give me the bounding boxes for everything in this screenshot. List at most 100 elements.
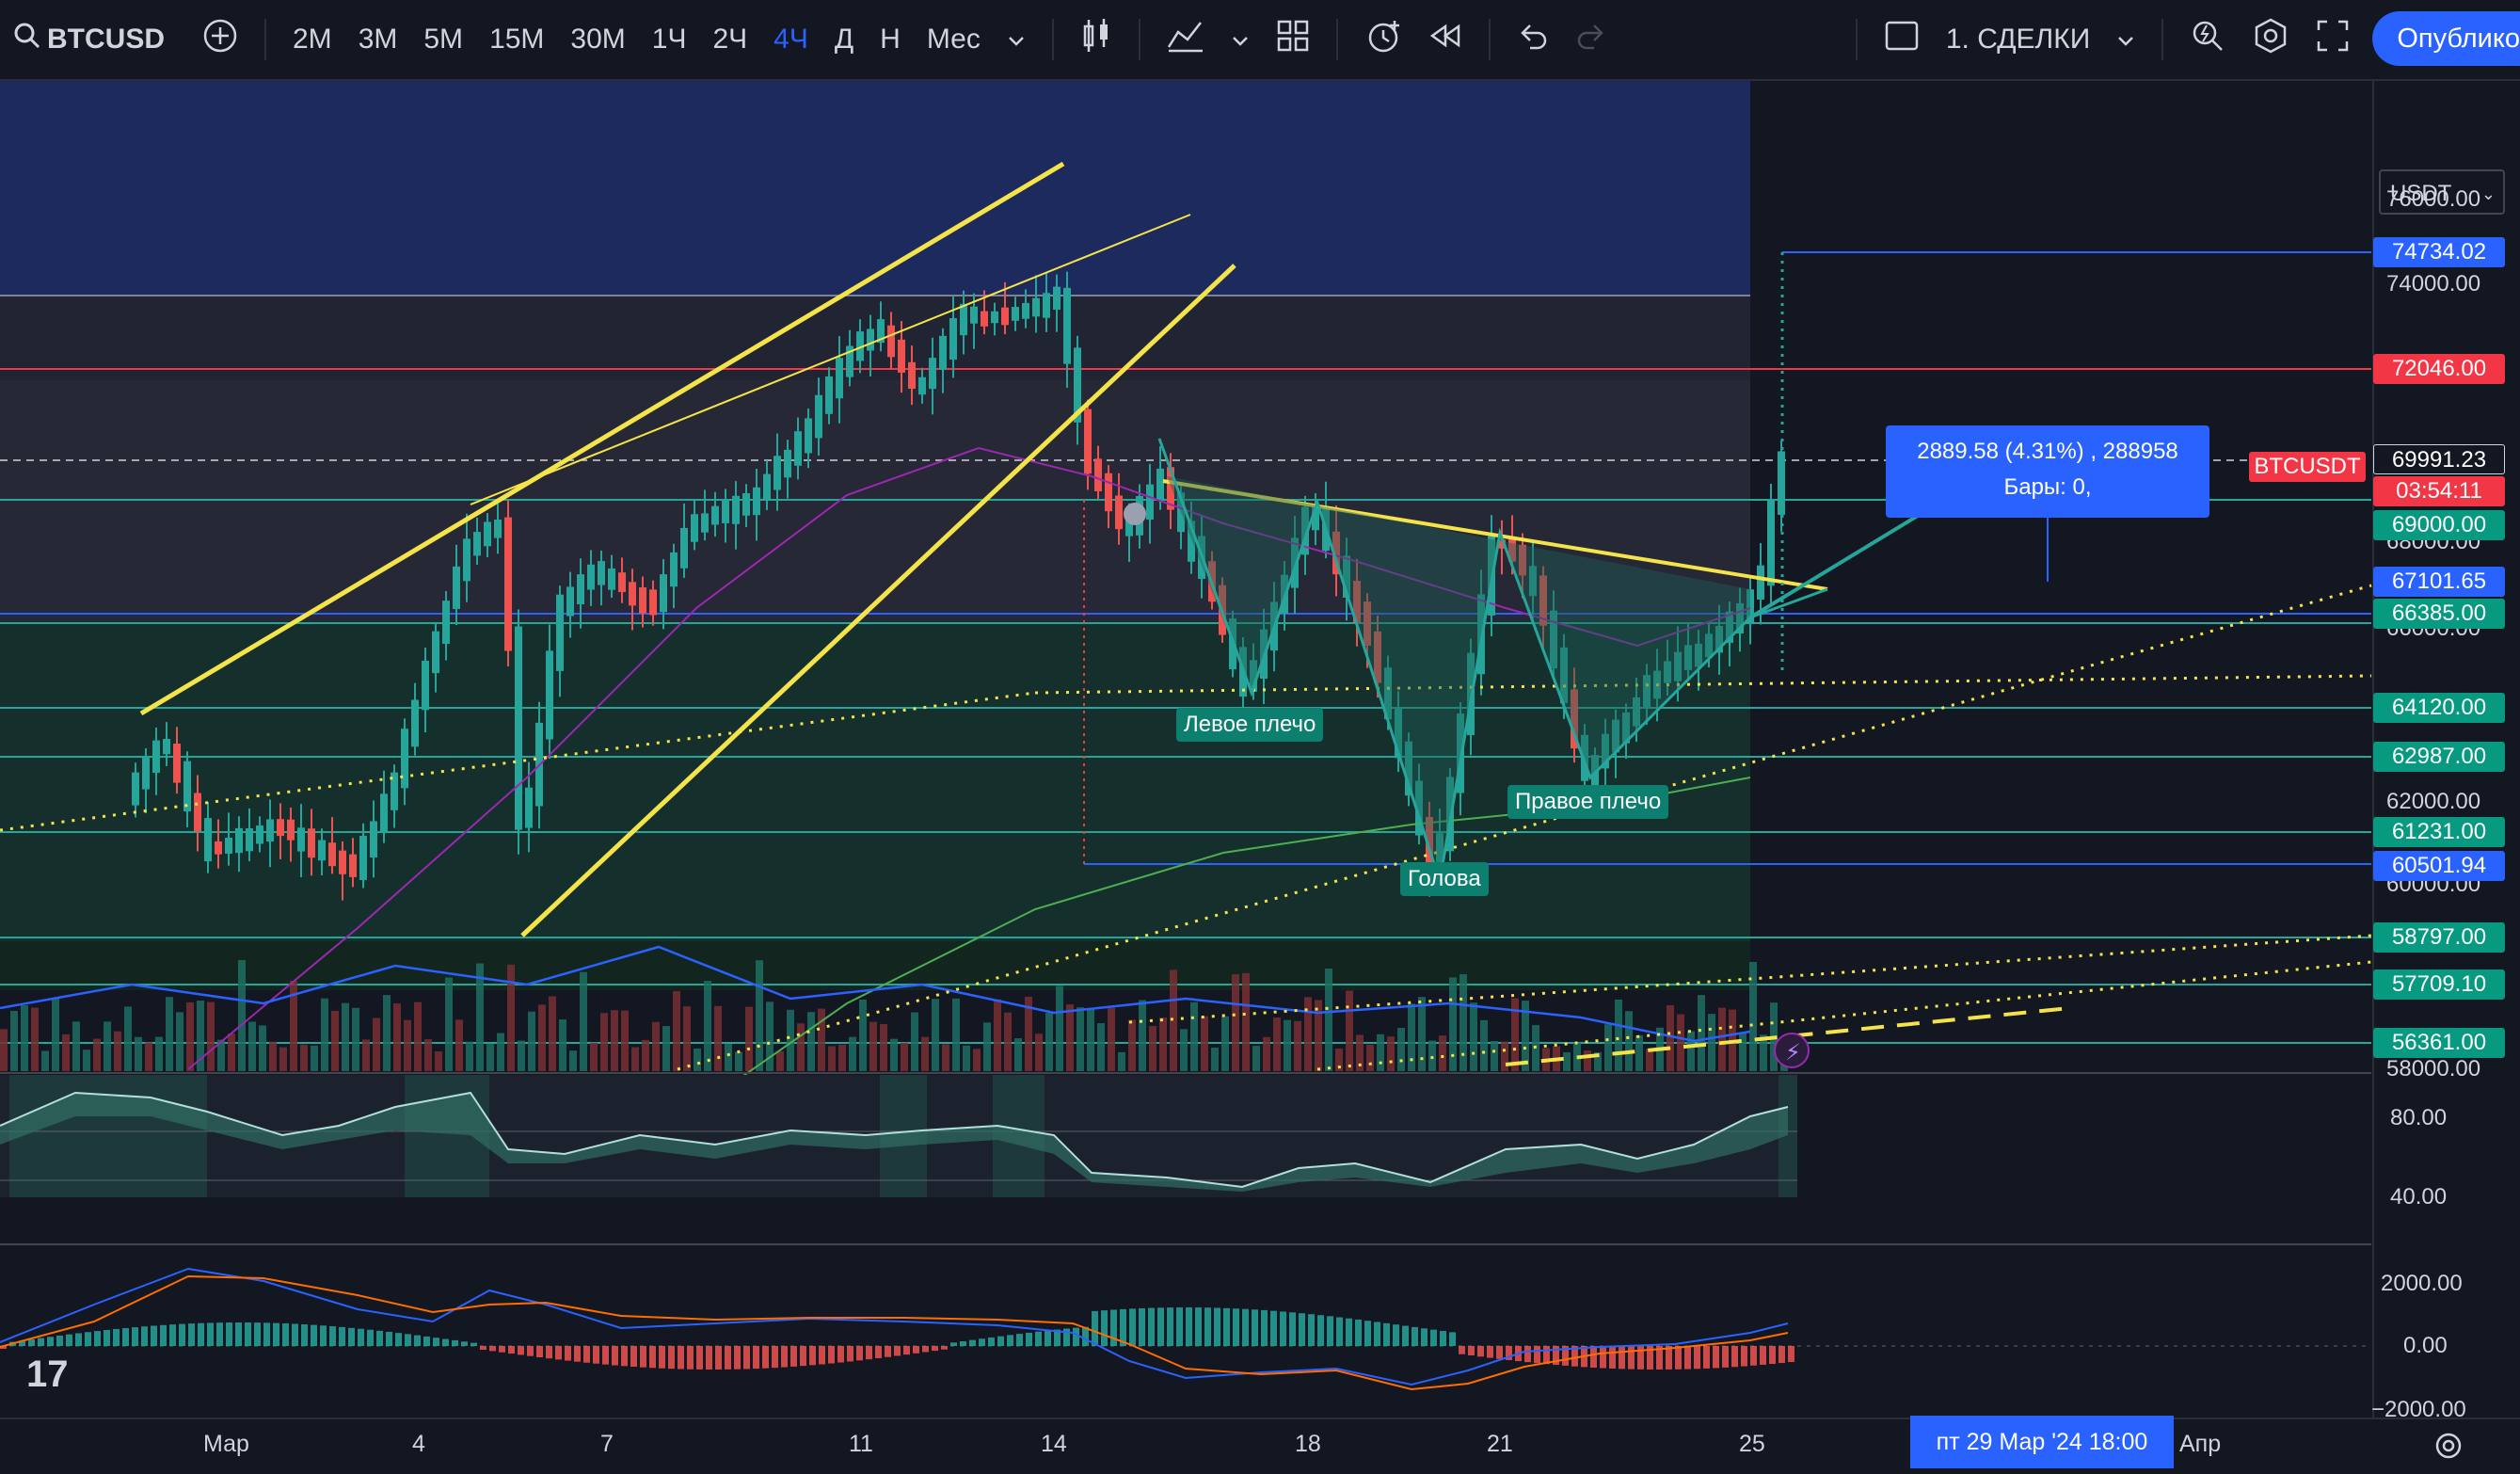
price-tick: 74000.00 [2386, 271, 2481, 296]
zone-green-bottom [0, 941, 1750, 990]
macd-bar [395, 1333, 402, 1346]
volume-bar [72, 1021, 80, 1071]
candle [639, 587, 646, 614]
volume-bar [1387, 1036, 1395, 1071]
macd-bar [1346, 1318, 1352, 1346]
volume-bar [1221, 1016, 1229, 1071]
neckline [1162, 479, 1828, 591]
clock-icon[interactable] [1124, 503, 1146, 525]
timeframe-month[interactable]: Мес [926, 24, 981, 55]
macd-bar [132, 1327, 138, 1346]
candles-icon[interactable] [1080, 17, 1112, 62]
volume-bar [952, 998, 960, 1071]
volume-bar [611, 1010, 618, 1071]
timeframe-15m[interactable]: 15M [489, 24, 545, 55]
chevron-down-icon[interactable] [2116, 24, 2135, 56]
candle [1529, 566, 1537, 597]
right-shoulder-label: Правое плечо [1507, 785, 1669, 819]
macd-bar [489, 1346, 496, 1352]
symbol-search[interactable]: BTCUSD [13, 22, 165, 57]
replay-icon[interactable] [1428, 22, 1462, 57]
volume-bar [145, 1042, 152, 1071]
chart-canvas[interactable]: ⚡ [0, 81, 2520, 1418]
volume-bar [714, 1005, 722, 1071]
timeframe-week[interactable]: Н [880, 24, 901, 55]
macd-bar [772, 1346, 778, 1369]
time-axis[interactable]: Мар 4 7 11 14 18 21 25 Апр [0, 1418, 2520, 1474]
timeframe-30m[interactable]: 30M [570, 24, 626, 55]
lightning-icon[interactable] [1774, 1033, 1810, 1068]
fullscreen-icon[interactable] [2316, 19, 2350, 60]
candle [173, 744, 181, 783]
timeframe-1h[interactable]: 1Ч [651, 24, 687, 55]
candle [846, 345, 853, 377]
volume-bar [1159, 1017, 1167, 1071]
timeframe-3m[interactable]: 3M [358, 24, 398, 55]
volume-bar [973, 1049, 981, 1071]
publish-button[interactable]: Опублико [2372, 11, 2520, 66]
channel-mid [470, 214, 1191, 505]
timeframe-2m[interactable]: 2M [293, 24, 332, 55]
macd-bar [122, 1328, 129, 1346]
chart-area[interactable]: ⚡ USDT ⌄ 76000.00 74000.00 68000.00 6600… [0, 81, 2520, 1472]
indicators-icon[interactable] [1167, 19, 1204, 60]
candle [836, 358, 843, 399]
macd-bar [960, 1340, 966, 1346]
macd-bar [1374, 1322, 1380, 1346]
candle [277, 819, 284, 837]
volume-bar [901, 1042, 908, 1071]
macd-bar [85, 1332, 91, 1346]
undo-icon[interactable] [1517, 22, 1549, 57]
alert-icon[interactable] [1364, 17, 1402, 62]
settings-icon[interactable] [2252, 17, 2289, 62]
candle [660, 574, 667, 613]
settings-icon[interactable] [2432, 1429, 2465, 1467]
timeframe-day[interactable]: Д [834, 24, 854, 55]
macd-bar [160, 1324, 167, 1346]
macd-bar [292, 1323, 298, 1346]
candle [1622, 712, 1630, 744]
timeframe-4h[interactable]: 4Ч [774, 24, 808, 55]
price-label: 60501.94 [2373, 851, 2505, 881]
macd-bar [1214, 1307, 1220, 1346]
macd-bar [423, 1336, 430, 1346]
candle [1664, 661, 1671, 683]
layout-checkbox-icon[interactable] [1884, 20, 1920, 59]
candle [494, 519, 502, 538]
volume-bar [1284, 1019, 1291, 1071]
macd-bar [1026, 1332, 1032, 1346]
volume-bar [921, 1036, 929, 1071]
macd-bar [781, 1346, 788, 1368]
timeframe-2h[interactable]: 2Ч [712, 24, 748, 55]
volume-bar [1760, 1034, 1767, 1071]
volume-bar [1604, 1024, 1612, 1071]
volume-bar [569, 1050, 577, 1071]
add-symbol-icon[interactable] [202, 18, 238, 61]
currency-select[interactable]: USDT ⌄ [2379, 169, 2505, 215]
candle [370, 821, 377, 858]
redo-icon[interactable] [1575, 22, 1607, 57]
macd-bar [1722, 1346, 1729, 1368]
macd-bar [922, 1346, 929, 1353]
candle [308, 828, 315, 858]
volume-bar [538, 1004, 546, 1071]
candle [1001, 307, 1009, 326]
layout-name[interactable]: 1. СДЕЛКИ [1945, 24, 2091, 55]
rsi-tick: 40.00 [2390, 1184, 2448, 1210]
volume-bar [662, 1026, 670, 1071]
volume-bar [176, 1012, 183, 1071]
volume-bar [963, 1045, 970, 1071]
volume-bar [911, 1012, 918, 1071]
chevron-down-icon[interactable] [1007, 24, 1026, 56]
macd-bar [1280, 1311, 1286, 1346]
chevron-down-icon[interactable] [1231, 24, 1250, 56]
quick-search-icon[interactable] [2190, 18, 2225, 61]
timeframe-5m[interactable]: 5M [423, 24, 464, 55]
price-label: 67101.65 [2373, 567, 2505, 597]
volume-bar [1014, 1038, 1022, 1071]
time-label: 14 [1041, 1431, 1067, 1457]
templates-icon[interactable] [1276, 19, 1310, 60]
candle [608, 568, 615, 590]
candle [960, 303, 967, 336]
volume-bar [1522, 1001, 1529, 1071]
